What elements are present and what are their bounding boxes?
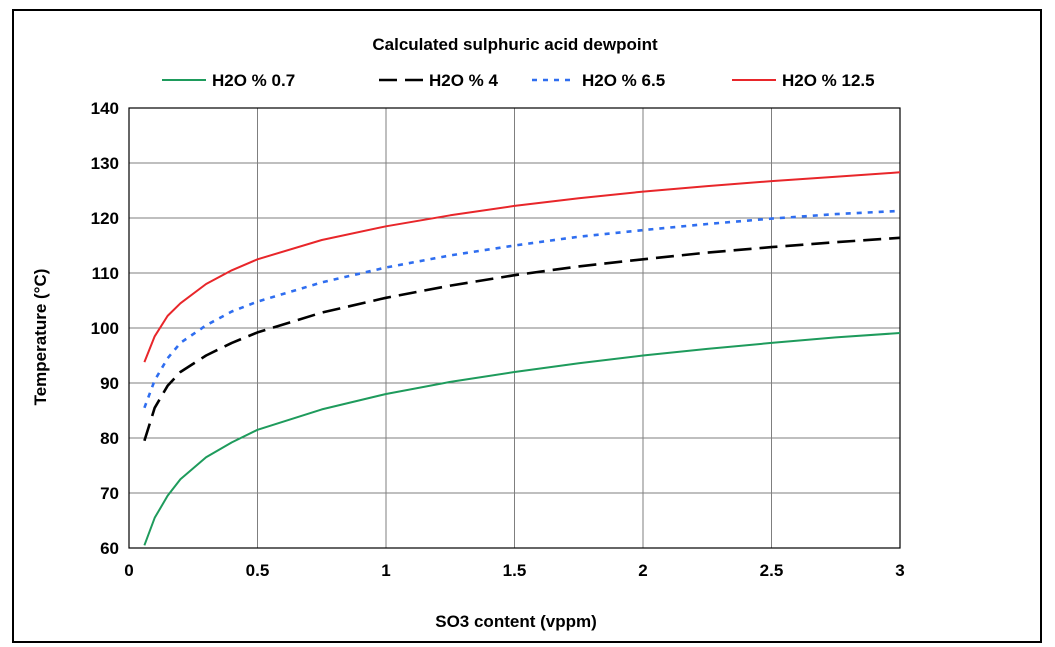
chart-canvas: 0 0.5 1 1.5 2 2.5 3 60 70 80 90 100 110 120 130 140 Ca…: [31, 35, 905, 631]
y-tick-label: 110: [92, 264, 119, 283]
chart-title: Calculated sulphuric acid dewpoint: [372, 35, 658, 54]
x-tick-label: 2.5: [760, 561, 784, 580]
y-tick-label: 120: [91, 209, 119, 228]
legend-entry-3: H2O % 12.5: [782, 71, 875, 90]
y-axis-label: Temperature (°C): [31, 269, 50, 406]
plot-area-border: [128, 107, 901, 549]
legend-entry-2: H2O % 6.5: [582, 71, 665, 90]
legend-entry-1: H2O % 4: [429, 71, 499, 90]
chart-frame: 0 0.5 1 1.5 2 2.5 3 60 70 80 90 100 110 120 130 140 Ca…: [12, 9, 1042, 643]
x-tick-label: 1: [381, 561, 390, 580]
legend-entry-0: H2O % 0.7: [212, 71, 295, 90]
y-tick-label: 60: [100, 539, 119, 558]
x-tick-label: 0: [124, 561, 133, 580]
y-tick-label: 130: [91, 154, 119, 173]
x-axis-label: SO3 content (vppm): [435, 612, 597, 631]
legend: H2O % 0.7 H2O % 4 H2O % 6.5 H2O % 12.5: [162, 71, 875, 90]
series-line-0: [143, 332, 901, 546]
x-tick-label: 1.5: [503, 561, 527, 580]
series-line-1: [143, 236, 901, 442]
grid-layer: [128, 107, 901, 549]
series-layer: [143, 171, 901, 546]
x-tick-label: 0.5: [246, 561, 270, 580]
y-tick-label: 70: [100, 484, 119, 503]
y-tick-label: 140: [91, 99, 119, 118]
x-tick-label: 3: [895, 561, 904, 580]
x-tick-label: 2: [638, 561, 647, 580]
y-tick-label: 100: [91, 319, 119, 338]
y-tick-label: 90: [100, 374, 119, 393]
series-line-2: [143, 209, 901, 409]
x-tick-labels: 0 0.5 1 1.5 2 2.5 3: [124, 561, 904, 580]
y-tick-label: 80: [100, 429, 119, 448]
y-tick-labels: 60 70 80 90 100 110 120 130 140: [91, 99, 119, 558]
series-line-3: [143, 171, 901, 363]
